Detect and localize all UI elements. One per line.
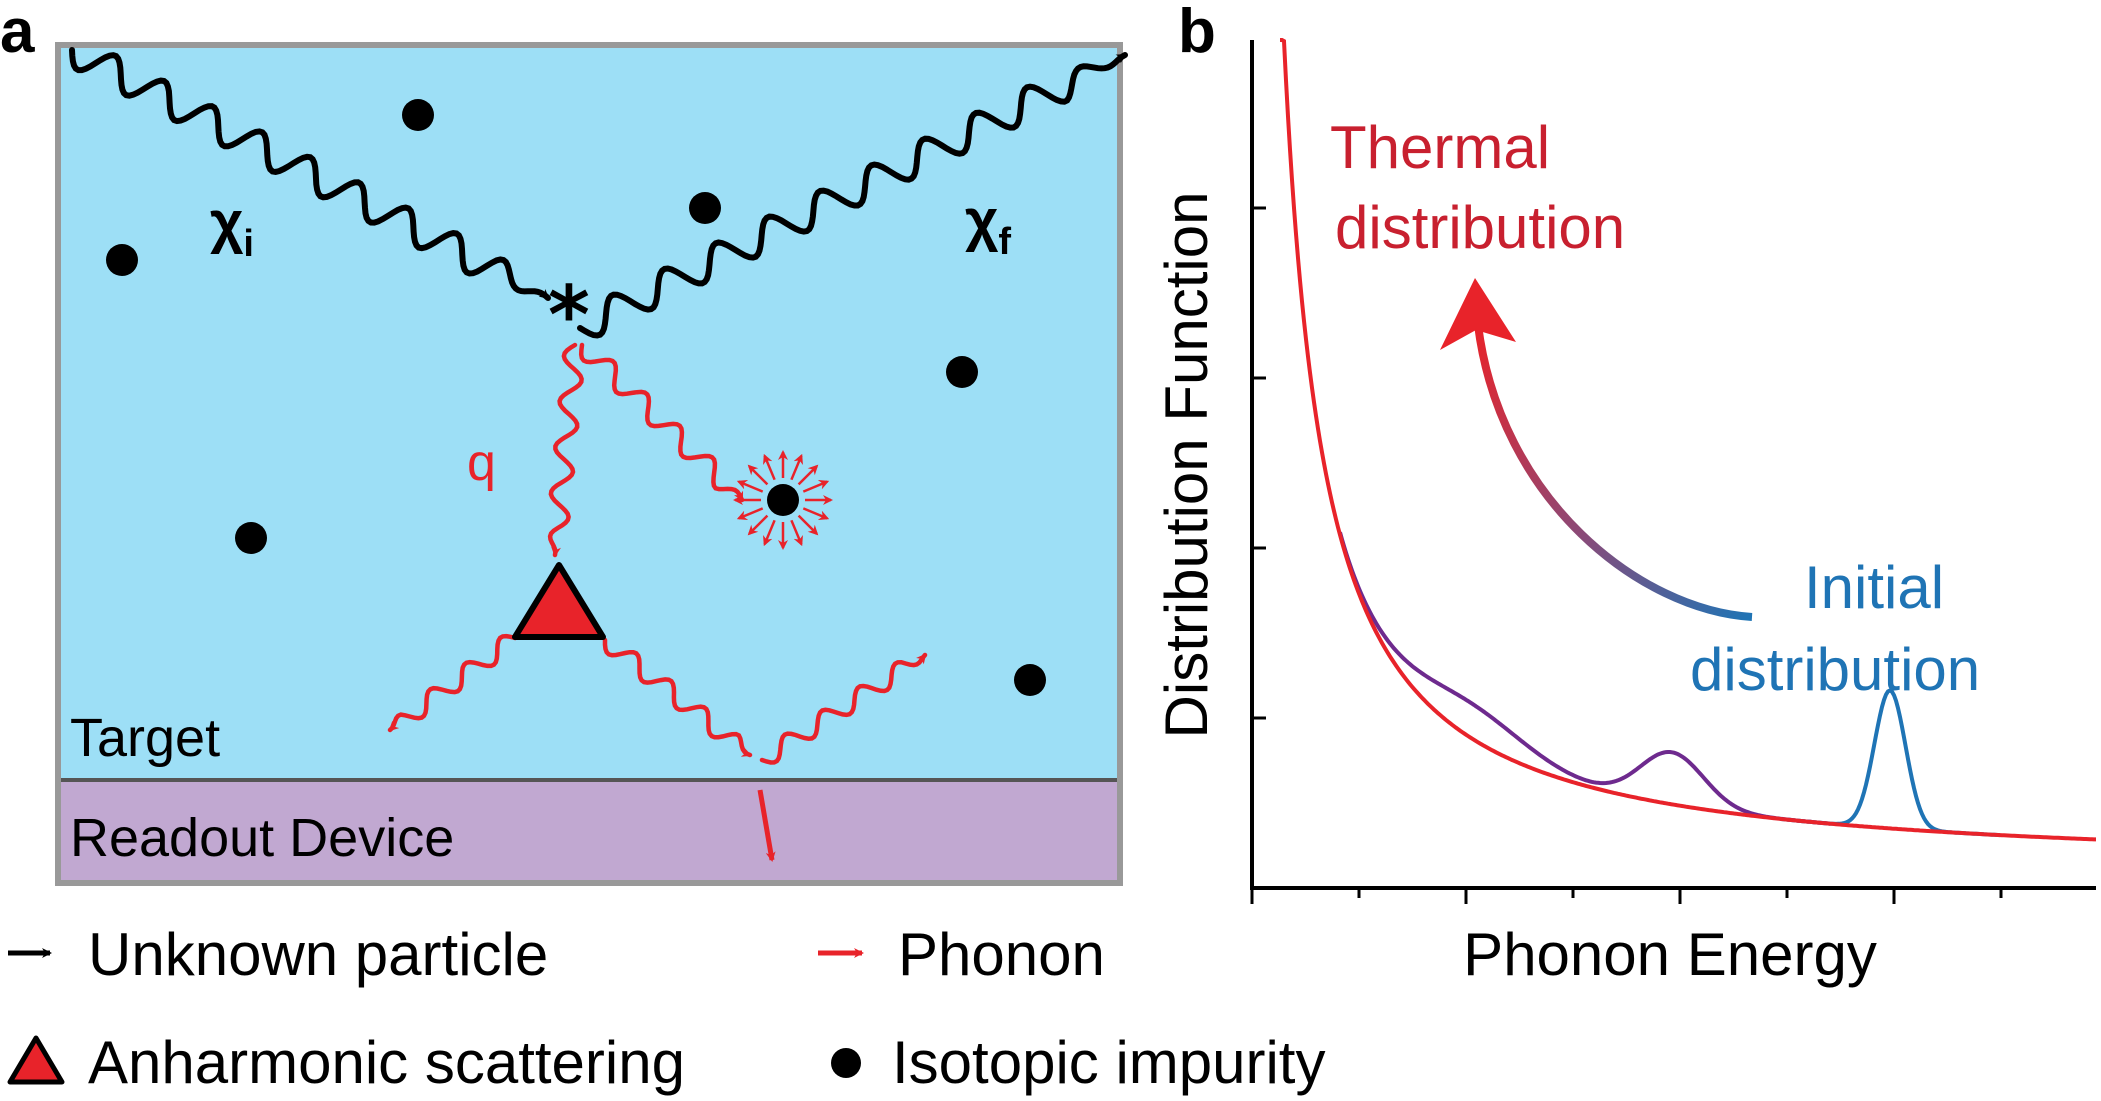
burst-arrow xyxy=(747,464,769,486)
collision-star-icon: * xyxy=(548,269,590,362)
target-label: Target xyxy=(70,708,220,768)
panel-a-label: a xyxy=(0,0,35,66)
isotopic-legend-icon xyxy=(831,1048,861,1078)
axis-ticks xyxy=(1250,206,2003,904)
burst-arrow xyxy=(797,514,819,536)
impurity-dot-scattering xyxy=(767,484,799,516)
phonon-arrow xyxy=(602,637,753,758)
panel-a-frame xyxy=(55,42,1123,886)
burst-arrow xyxy=(790,519,803,547)
burst-arrow xyxy=(802,480,830,493)
thermal-distribution-label-2: distribution xyxy=(1335,194,1625,261)
burst-arrow xyxy=(747,514,769,536)
initial-distribution-label-2: distribution xyxy=(1690,636,1980,703)
initial-distribution-label: Initial xyxy=(1804,554,1944,621)
burst-arrow xyxy=(797,464,819,486)
burst-arrow xyxy=(763,453,776,481)
relaxation-arrow xyxy=(1474,324,1753,621)
phonon-arrow xyxy=(578,342,745,503)
target-region xyxy=(58,45,1120,780)
initial-distribution-curve xyxy=(1779,688,2001,838)
phonon-momentum-label: q xyxy=(467,434,496,492)
thermal-distribution-curve xyxy=(1280,38,2096,842)
phonon-arrow xyxy=(387,633,518,733)
y-axis-label: Distribution Function xyxy=(1153,192,1220,739)
phonon-arrow xyxy=(547,342,584,558)
anharmonic-scattering-triangle xyxy=(512,562,606,640)
impurity-dot xyxy=(235,522,267,554)
chi-initial-label: χi xyxy=(210,190,254,265)
legend: Unknown particle Phonon Anharmonic scatt… xyxy=(7,921,1325,1096)
burst-arrow xyxy=(736,507,764,520)
thermal-distribution-label: Thermal xyxy=(1330,114,1550,181)
burst-arrow xyxy=(763,519,776,547)
intermediate-distribution-curve xyxy=(1338,531,1831,826)
burst-arrow xyxy=(790,453,803,481)
impurity-dot xyxy=(689,192,721,224)
chi-final-label: χf xyxy=(965,188,1011,263)
legend-isotopic-impurity: Isotopic impurity xyxy=(892,1029,1325,1096)
impurity-dot xyxy=(1014,664,1046,696)
burst-arrow xyxy=(736,480,764,493)
panel-b-axes xyxy=(1250,40,2096,890)
outgoing-particle-arrow xyxy=(577,52,1128,339)
readout-device-label: Readout Device xyxy=(70,808,454,868)
legend-unknown-particle: Unknown particle xyxy=(88,921,548,988)
legend-phonon: Phonon xyxy=(898,921,1105,988)
incoming-particle-arrow xyxy=(69,47,551,301)
anharmonic-legend-icon xyxy=(7,1035,65,1085)
x-axis-label: Phonon Energy xyxy=(1463,921,1877,988)
impurity-dot xyxy=(106,244,138,276)
impurity-dot xyxy=(402,99,434,131)
isotopic-impurities xyxy=(106,99,1046,696)
legend-anharmonic-scattering: Anharmonic scattering xyxy=(88,1029,685,1096)
wavy-arrows xyxy=(69,47,1128,862)
phonon-arrow-readout xyxy=(757,789,776,862)
readout-device-region xyxy=(58,780,1120,883)
impurity-dot xyxy=(946,356,978,388)
phonon-arrow xyxy=(759,652,928,765)
panel-b-label: b xyxy=(1178,0,1216,66)
relaxation-arrowhead xyxy=(1440,278,1516,350)
burst-arrow xyxy=(802,507,830,520)
